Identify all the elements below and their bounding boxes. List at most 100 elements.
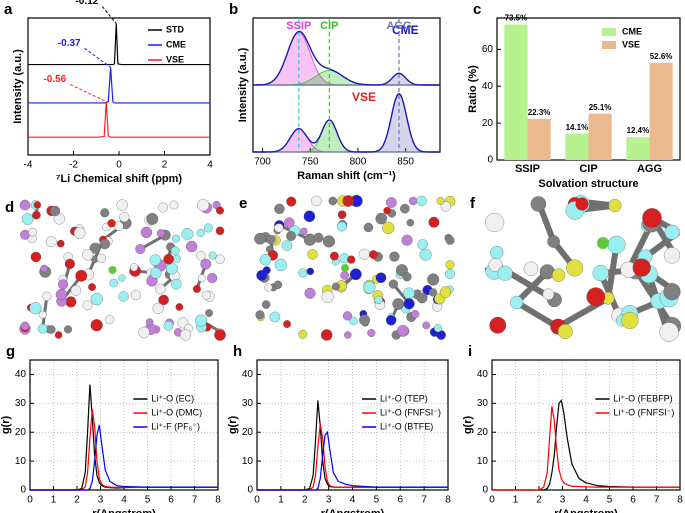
atom: [273, 280, 283, 290]
atom: [340, 271, 349, 280]
atom: [42, 291, 52, 301]
legend-swatch: [602, 41, 616, 49]
atom: [406, 218, 415, 227]
atom: [140, 226, 153, 239]
x-tick-label: 8: [215, 495, 221, 506]
legend-label: CME: [166, 39, 186, 49]
li-ion: [108, 266, 117, 274]
atom: [114, 221, 124, 231]
atom: [530, 196, 547, 212]
series-line: [492, 406, 680, 491]
x-tick-label: AGG: [637, 163, 662, 175]
x-tick-label: 0: [27, 495, 33, 506]
atom: [100, 208, 110, 218]
annotation: -0.12: [75, 0, 98, 7]
atom: [163, 253, 174, 265]
atom: [163, 320, 174, 331]
y-axis-label: g(r): [227, 416, 239, 435]
x-axis-label: Raman shift (cm⁻¹): [297, 170, 396, 182]
atom: [82, 249, 94, 261]
atom: [172, 234, 180, 243]
atom: [304, 287, 316, 299]
atom: [375, 212, 388, 225]
bar: [649, 62, 673, 160]
x-tick-label: SSIP: [515, 163, 540, 175]
atom: [55, 288, 68, 301]
panel-letter: c: [473, 1, 481, 18]
x-tick-label: 8: [445, 495, 451, 506]
atom: [286, 196, 297, 207]
y-tick-label: 10: [477, 456, 489, 467]
x-tick-label: 2: [302, 495, 308, 506]
y-axis-label: g(r): [462, 416, 474, 435]
atom: [592, 264, 609, 282]
atom: [49, 205, 61, 217]
x-tick-label: 7: [421, 495, 427, 506]
series-line: [257, 430, 448, 491]
bar: [626, 137, 650, 160]
atom: [416, 292, 428, 304]
atom: [203, 223, 213, 233]
atom: [363, 222, 374, 233]
y-tick-label: 10: [15, 456, 27, 467]
x-tick-label: 4: [207, 160, 213, 171]
atom: [428, 288, 438, 297]
atom: [298, 268, 308, 278]
plot-frame: [29, 359, 219, 491]
atom: [383, 206, 391, 215]
atom: [422, 321, 431, 330]
y-axis-label: Ratio (%): [467, 65, 479, 113]
y-tick-label: 0: [20, 485, 26, 496]
x-tick-label: 0: [116, 160, 122, 171]
atom: [166, 262, 178, 275]
atom: [264, 283, 273, 292]
panel-letter: g: [6, 343, 15, 360]
x-tick-label: 5: [145, 495, 151, 506]
atom: [158, 202, 168, 213]
atom: [397, 325, 409, 337]
atom: [259, 254, 272, 266]
atom: [408, 196, 418, 206]
atom: [202, 290, 212, 300]
atom: [445, 269, 455, 279]
x-tick-label: -4: [24, 160, 33, 171]
atom: [274, 203, 285, 215]
series-line: [28, 23, 210, 66]
x-tick-label: 0: [489, 495, 495, 506]
atom: [40, 264, 49, 273]
peak-label: CIP: [320, 20, 338, 32]
atom: [88, 283, 96, 291]
x-tick-label: 1: [51, 495, 57, 506]
atom: [358, 248, 370, 260]
atom: [266, 234, 276, 245]
annotation: -0.37: [58, 38, 81, 49]
atom: [28, 227, 37, 237]
subplot-label: VSE: [352, 90, 376, 104]
atom: [194, 314, 208, 327]
atom: [274, 258, 287, 271]
atom: [32, 210, 41, 220]
atom: [135, 244, 146, 255]
x-tick-label: 3: [326, 495, 332, 506]
atom: [382, 221, 395, 234]
atom: [608, 199, 622, 213]
atom: [205, 309, 213, 317]
molecule-snapshot: [19, 199, 226, 341]
legend-swatch: [602, 28, 616, 36]
annotation-arrow: [84, 47, 111, 68]
x-axis-label: Solvation structure: [538, 178, 638, 190]
atom: [303, 210, 316, 223]
atom: [64, 258, 75, 269]
atom: [298, 329, 308, 339]
atom: [33, 201, 42, 209]
x-axis-label: r(Angstrom): [554, 508, 618, 513]
atom: [207, 272, 218, 284]
atom: [75, 269, 88, 282]
atom: [659, 322, 679, 342]
atom: [99, 238, 110, 250]
atom: [179, 329, 192, 341]
x-tick-label: 6: [397, 495, 403, 506]
atom: [566, 259, 584, 277]
atom: [281, 240, 293, 251]
atom: [428, 216, 440, 228]
